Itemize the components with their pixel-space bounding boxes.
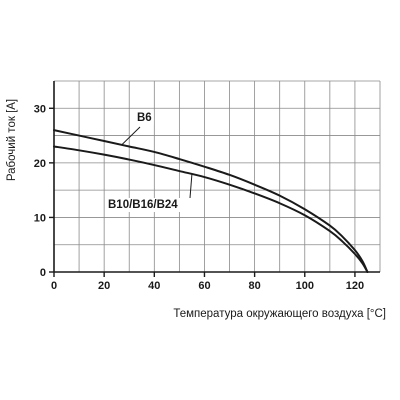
x-tick-label: 40 (148, 280, 160, 292)
y-axis-title: Рабочий ток [A] (6, 99, 18, 181)
x-tick-label: 80 (248, 280, 260, 292)
series-label: B6 (137, 112, 152, 124)
x-axis-title: Температура окружающего воздуха [°C] (173, 308, 386, 320)
x-tick-label: 20 (98, 280, 110, 292)
series-label: B10/B16/B24 (108, 199, 178, 211)
y-tick-label: 10 (34, 212, 46, 224)
y-tick-label: 30 (34, 103, 46, 115)
series-line-b6 (53, 129, 369, 273)
series-label-leader (189, 174, 193, 199)
labels: 0 10 20 30 0 20 40 60 80 100 120 B6 B10/B16/B24 (34, 103, 364, 292)
axes (49, 81, 380, 277)
y-tick-label: 20 (34, 158, 46, 170)
series-label-leader (121, 126, 141, 146)
x-tick-label: 120 (346, 280, 364, 292)
x-tick-label: 60 (198, 280, 210, 292)
y-tick-label: 0 (40, 267, 46, 279)
series-line-b10-b16-b24 (53, 145, 369, 273)
x-tick-label: 0 (51, 280, 57, 292)
series-label-background (106, 198, 181, 212)
x-tick-label: 100 (296, 280, 314, 292)
series (53, 129, 369, 273)
grid (53, 80, 381, 273)
series-label-background (135, 111, 154, 125)
